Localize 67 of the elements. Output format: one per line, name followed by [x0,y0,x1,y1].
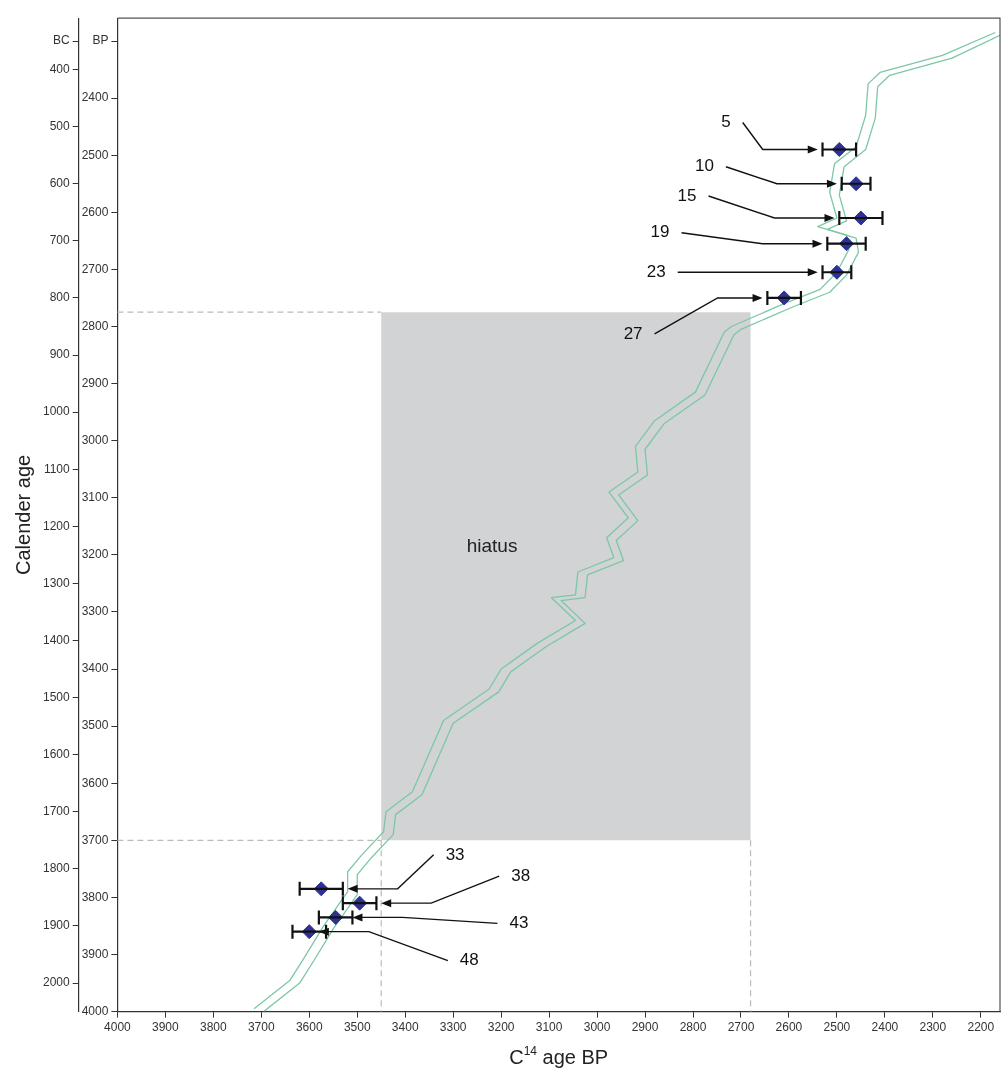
x-tick-label: 3700 [247,1020,275,1035]
y2-tick-label: 400 [49,61,71,76]
y-tick-label: 2400 [81,90,109,105]
y-tick-label: 3800 [81,889,109,904]
x-tick-label: 3100 [535,1020,563,1035]
x-tick-label: 2500 [823,1020,851,1035]
annotation: 15 [677,185,697,205]
x-tick-label: 2900 [631,1020,659,1035]
annotation: 33 [445,844,465,864]
y-tick-label: 3200 [81,547,109,562]
y-tick-label: 3900 [81,946,109,961]
x-tick-label: 2300 [919,1020,947,1035]
annotation: 19 [650,222,670,242]
y2-tick-label: 800 [49,290,71,305]
annotation: 23 [646,261,666,281]
y2-tick-label: 1800 [42,861,71,876]
y-tick-label: 3600 [81,775,109,790]
y2-tick-label: 700 [49,233,71,248]
y-tick-label: 2800 [81,318,109,333]
x-tick-label: 2400 [871,1020,899,1035]
y-tick-label: 3300 [81,604,109,619]
band-label: hiatus [466,534,518,556]
x-tick-label: 2200 [967,1020,995,1035]
y2-tick-label: 1500 [42,689,71,704]
annotation: 38 [511,865,531,885]
y2-tick-label: 900 [49,347,71,362]
y2-tick-label: 2000 [42,975,71,990]
y-tick-label: 3000 [81,432,109,447]
y-tick-label: 3100 [81,490,109,505]
x-tick-label: 2600 [775,1020,803,1035]
x-tick-label: 3600 [295,1020,323,1035]
y2-tick-label: 1300 [42,575,71,590]
y2-tick-label: 500 [49,118,71,133]
y2-tick-label: 1200 [42,518,71,533]
x-tick-label: 3400 [391,1020,419,1035]
x-tick-label: 3200 [487,1020,515,1035]
x-tick-label: 3500 [343,1020,371,1035]
annotation: 5 [721,112,731,132]
x-tick-label: 4000 [104,1020,132,1035]
y2-tick-label: 1700 [42,804,71,819]
y-tick-label: 3700 [81,832,109,847]
x-tick-label: 2800 [679,1020,707,1035]
y-tick-label: 2500 [81,147,109,162]
annotation: 10 [694,156,714,176]
y-tick-label: 3400 [81,661,109,676]
y2-tick-label: 600 [49,176,71,191]
y2-tick-label: 1000 [42,404,71,419]
y-tick-label: 2900 [81,375,109,390]
y2-tick-label: BC [53,33,71,48]
y-tick-label: BP [92,33,109,48]
x-tick-label: 2700 [727,1020,755,1035]
y-tick-label: 2700 [81,261,109,276]
annotation: 48 [459,950,479,970]
y2-tick-label: 1600 [42,747,71,761]
y2-axis-title: Calender age [11,454,34,575]
y2-tick-label: 1100 [43,461,71,476]
x-tick-label: 3800 [199,1020,227,1035]
y2-tick-label: 1900 [42,918,71,933]
x-tick-label: 3000 [583,1020,611,1035]
y-tick-label: 4000 [81,1003,109,1018]
annotation: 27 [623,323,643,343]
x-tick-label: 3900 [152,1020,180,1035]
y-tick-label: 2600 [81,204,109,219]
x-tick-label: 3300 [439,1020,467,1035]
annotation: 43 [509,913,529,933]
y-tick-label: 3500 [81,718,109,733]
y2-tick-label: 1400 [42,632,71,647]
